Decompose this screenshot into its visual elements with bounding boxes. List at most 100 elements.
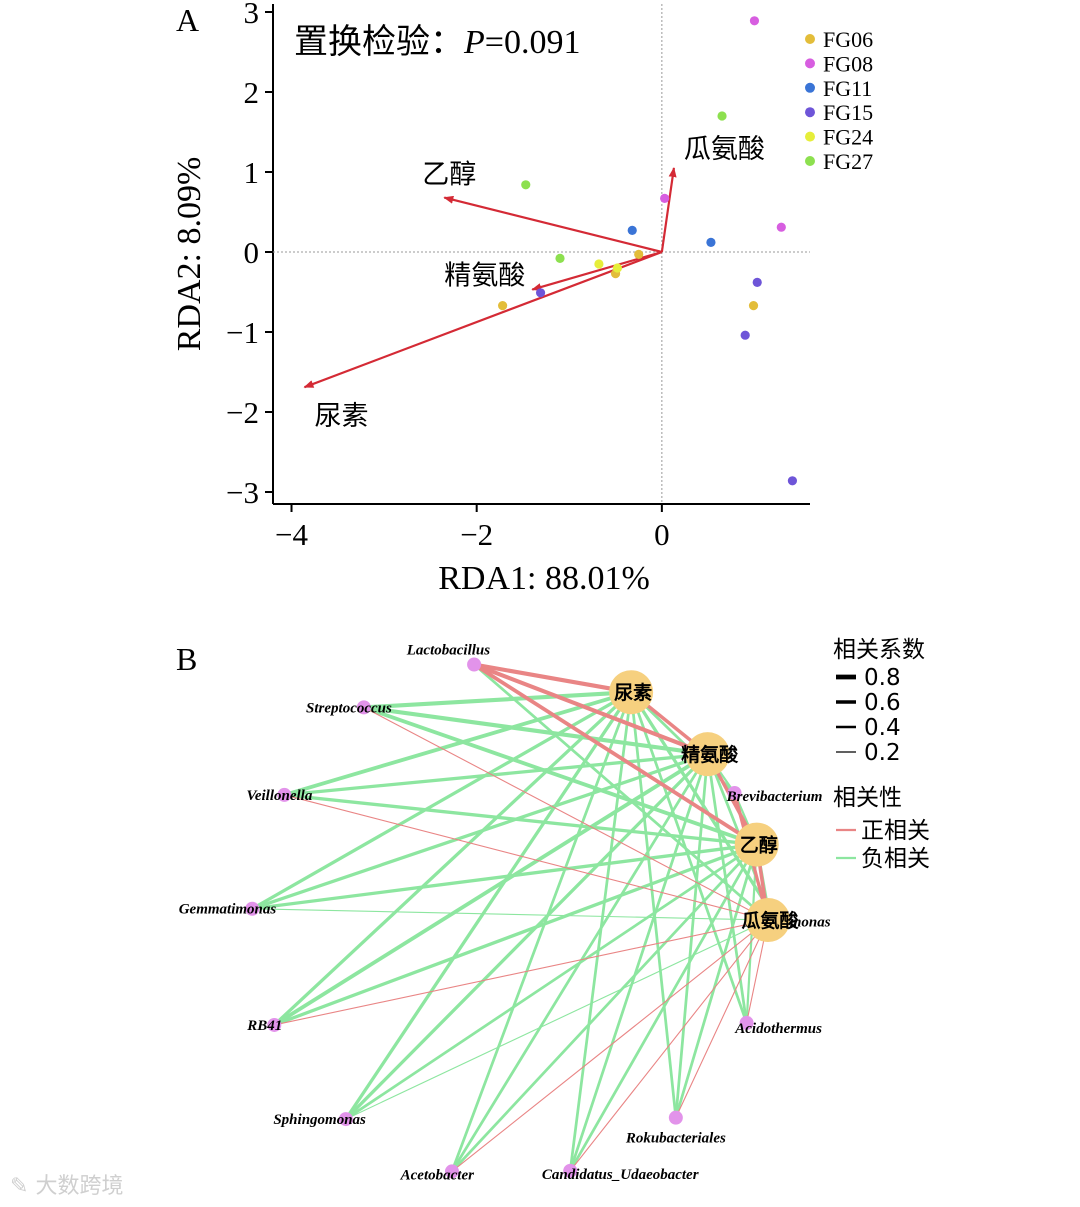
rda-point-FG27 [555,253,565,263]
legend-label: FG24 [823,125,873,150]
genus-label: Candidatus_Udaeobacter [542,1167,699,1183]
genus-node-Streptococcus [356,700,371,715]
edge-瓜氨酸-Lactobacillus [472,663,770,922]
network-edges [250,662,770,1173]
rda-point-FG06 [498,301,508,311]
legend-sign-label: 正相关 [861,818,930,844]
edge-瓜氨酸-Veillonella [283,794,769,921]
legend-width-label: 0.2 [864,740,901,766]
edge-瓜氨酸-Acetobacter [451,919,769,1172]
rda-point-FG27 [521,180,531,190]
rda-point-FG06 [748,301,759,311]
legend-width-levels: 0.80.60.40.2 [836,665,901,766]
rda-point-FG11 [627,225,637,235]
rda-stat-title: 置换检验：P=0.091 [294,23,580,61]
rda-point-FG08 [776,222,786,232]
rda-x-ticks: −4 −2 0 [275,504,670,552]
genus-node-RB41 [267,1017,282,1032]
rda-point-FG11 [706,237,716,247]
edge-尿素-RB41 [272,690,633,1027]
rda-y-ticks: −3 −2 −1 0 1 2 3 [226,0,273,510]
genus-node-Rokubacteriales [668,1110,683,1125]
edge-尿素-Sphingomonas [344,690,633,1121]
rda-y-tick-label: 1 [244,155,260,190]
legend-swatch-FG24 [805,131,815,142]
rda-y-tick-label: −2 [226,395,259,430]
edge-瓜氨酸-Streptococcus [363,706,769,921]
rda-reference-lines [273,4,810,504]
edge-尿素-Pseudomonas [629,690,770,909]
legend-sign-label: 负相关 [861,846,930,872]
rda-y-tick-label: 0 [244,235,260,270]
edge-精氨酸-RB41 [272,752,710,1027]
edge-瓜氨酸-RB41 [273,919,769,1026]
genus-node-Lactobacillus [467,657,482,672]
rda-x-label: RDA1: 88.01% [438,560,650,597]
rda-point-FG15 [787,476,798,486]
edge-精氨酸-Acidothermus [706,752,748,1025]
edge-瓜氨酸-Sphingomonas [345,919,769,1120]
rda-point-FG08 [660,193,670,203]
genus-label: RB41 [246,1018,282,1034]
edge-尿素-Lactobacillus [472,662,634,695]
env-node-label: 乙醇 [740,834,778,857]
rda-point-FG24 [612,263,623,273]
edge-瓜氨酸-Gemmatimonas [251,908,769,921]
genus-label: Acetobacter [400,1167,474,1183]
legend-width-label: 0.6 [864,690,901,716]
rda-x-tick-label: 0 [654,517,670,552]
rda-arrow-label: 乙醇 [422,160,476,191]
edge-尿素-Gemmatimonas [250,690,633,911]
genus-node-Gemmatimonas [245,901,260,916]
rda-point-FG27 [717,111,727,121]
edge-尿素-Acidothermus [629,690,748,1025]
legend-swatch-FG06 [805,34,815,44]
edge-乙醇-Lactobacillus [472,662,759,847]
env-node-尿素 [609,670,654,715]
panel-a-label: A [176,2,199,38]
legend-label: FG06 [823,27,873,52]
genus-label: Rokubacteriales [625,1131,726,1147]
legend-label: FG15 [823,100,873,125]
rda-arrow-尿素 [303,250,663,389]
env-node-label: 瓜氨酸 [741,909,799,932]
rda-points [498,16,798,486]
edge-瓜氨酸-Rokubacteriales [675,919,769,1119]
rda-arrow-瓜氨酸 [660,167,677,253]
rda-arrow-乙醇 [443,195,663,254]
legend-label: FG08 [823,51,873,76]
legend-width-title: 相关系数 [833,637,925,663]
legend-width-label: 0.4 [864,715,901,741]
rda-arrow-label: 精氨酸 [444,261,525,292]
rda-y-label: RDA2: 8.09% [171,157,208,352]
genus-node-Acidothermus [739,1015,754,1030]
env-node-label: 精氨酸 [681,743,739,766]
rda-x-tick-label: −2 [460,517,493,552]
legend-swatch-FG27 [805,156,815,166]
rda-arrow-label: 尿素 [314,401,368,432]
genus-node-Veillonella [277,787,292,802]
genus-label: Brevibacterium [726,789,823,805]
genus-label: Acidothermus [734,1021,822,1037]
genus-node-Brevibacterium [727,785,742,800]
env-node-乙醇 [734,822,779,867]
edge-精氨酸-Acetobacter [450,752,710,1173]
edge-精氨酸-Candidatus_Udaeobacter [568,752,710,1173]
legend-width-label: 0.8 [864,665,901,691]
env-node-精氨酸 [685,732,730,777]
network-genus-nodes: Lactobacillus Streptococcus Veillonella Gem… [179,643,831,1184]
edge-尿素-Candidatus_Udaeobacter [568,690,633,1173]
rda-point-FG15 [752,277,762,287]
edge-乙醇-RB41 [272,842,759,1027]
rda-y-tick-label: −3 [226,475,259,510]
edge-尿素-Veillonella [282,690,634,797]
env-node-瓜氨酸 [746,898,790,942]
edge-尿素-Streptococcus [361,690,634,710]
rda-x-tick-label: −4 [275,517,308,552]
legend-label: FG11 [823,76,872,101]
